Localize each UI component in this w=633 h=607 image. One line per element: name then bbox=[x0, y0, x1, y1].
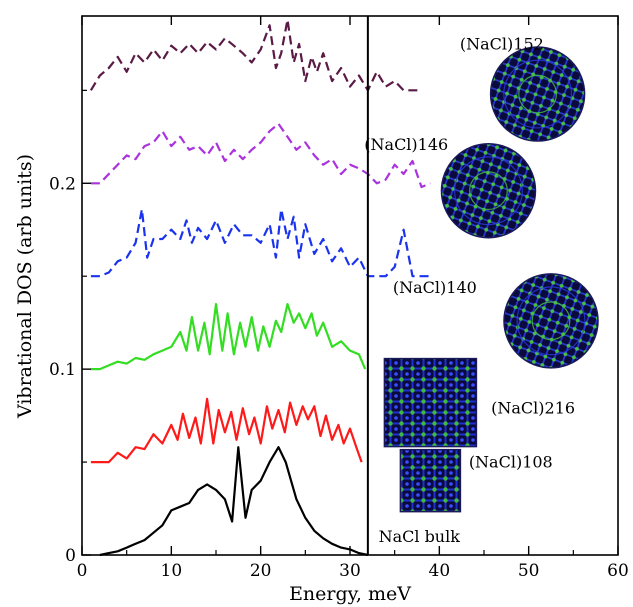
axis-ticks: 0 10 20 30 40 50 60 0 0.1 0.2 bbox=[49, 16, 629, 581]
annotation-nacl-108: (NaCl)108 bbox=[469, 453, 553, 472]
series-line-nacl-152-top bbox=[89, 18, 422, 92]
series-line-nacl-152 bbox=[90, 122, 431, 189]
x-tick-label: 40 bbox=[429, 561, 451, 581]
cluster-146-image bbox=[440, 142, 537, 239]
cluster-108-image bbox=[399, 448, 462, 513]
x-tick-label: 30 bbox=[339, 561, 361, 581]
annotations: (NaCl)152 (NaCl)146 (NaCl)140 (NaCl)216 (NaC… bbox=[364, 34, 575, 546]
series-line-nacl-108 bbox=[90, 397, 363, 464]
annotation-nacl-bulk: NaCl bulk bbox=[379, 527, 461, 546]
y-tick-label: 0.2 bbox=[49, 174, 76, 194]
x-axis-title: Energy, meV bbox=[289, 583, 411, 605]
annotation-nacl-216: (NaCl)216 bbox=[491, 399, 575, 418]
series-layer bbox=[89, 18, 431, 557]
cluster-140-image bbox=[503, 273, 599, 369]
x-tick-label: 50 bbox=[518, 561, 540, 581]
y-axis-title: Vibrational DOS (arb units) bbox=[14, 154, 36, 419]
x-tick-label: 60 bbox=[607, 561, 629, 581]
annotation-nacl-140: (NaCl)140 bbox=[393, 278, 477, 297]
cluster-216-image bbox=[383, 357, 478, 448]
series-line-nacl-bulk bbox=[99, 446, 369, 557]
annotation-nacl-152: (NaCl)152 bbox=[460, 34, 544, 53]
x-tick-label: 20 bbox=[250, 561, 272, 581]
series-line-nacl-140 bbox=[90, 303, 367, 371]
y-tick-label: 0.1 bbox=[49, 360, 76, 380]
cluster-152-image bbox=[489, 46, 586, 142]
cluster-images bbox=[383, 46, 599, 513]
annotation-nacl-146: (NaCl)146 bbox=[364, 135, 448, 154]
x-tick-label: 0 bbox=[77, 561, 88, 581]
y-tick-label: 0 bbox=[65, 546, 76, 566]
x-tick-label: 10 bbox=[161, 561, 183, 581]
series-line-nacl-146 bbox=[90, 208, 431, 278]
